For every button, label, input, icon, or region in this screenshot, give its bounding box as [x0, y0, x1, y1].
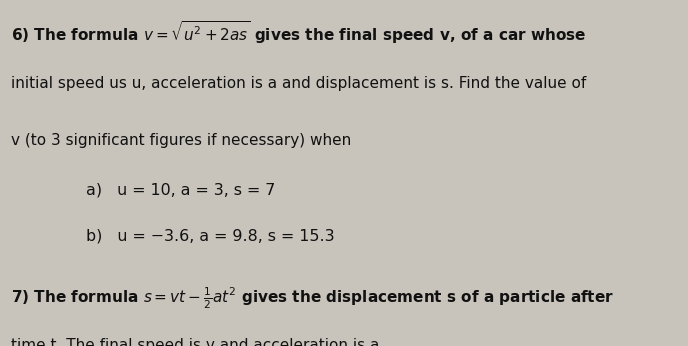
Text: b)   u = −3.6, a = 9.8, s = 15.3: b) u = −3.6, a = 9.8, s = 15.3 [86, 228, 334, 243]
Text: 7) The formula $s = vt - \frac{1}{2}at^{2}$ gives the displacement s of a partic: 7) The formula $s = vt - \frac{1}{2}at^{… [11, 285, 614, 311]
Text: initial speed us u, acceleration is a and displacement is s. Find the value of: initial speed us u, acceleration is a an… [11, 76, 586, 91]
Text: time t. The final speed is v and acceleration is a.: time t. The final speed is v and acceler… [11, 338, 385, 346]
Text: a)   u = 10, a = 3, s = 7: a) u = 10, a = 3, s = 7 [86, 182, 275, 197]
Text: 6) The formula $v = \sqrt{u^{2} + 2as}$ gives the final speed v, of a car whose: 6) The formula $v = \sqrt{u^{2} + 2as}$ … [11, 19, 586, 46]
Text: v (to 3 significant figures if necessary) when: v (to 3 significant figures if necessary… [11, 133, 352, 147]
